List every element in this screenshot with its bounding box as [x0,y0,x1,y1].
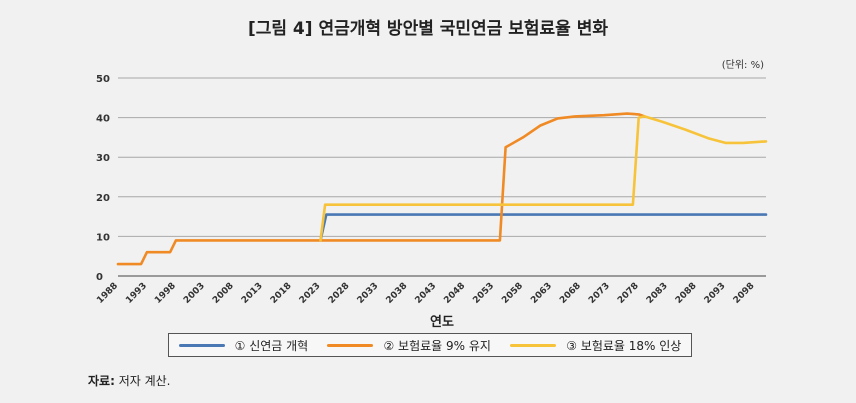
x-tick-label: 2048 [442,281,467,306]
x-tick-label: 1998 [153,281,178,306]
x-tick-label: 2088 [674,281,699,306]
x-tick-label: 2083 [645,281,670,306]
x-tick-label: 2043 [414,281,439,306]
grid-lines [118,77,766,277]
y-tick-labels: 0 10 20 30 40 50 [96,74,110,283]
legend-item-3: ③ 보험료율 18% 인상 [510,337,681,354]
legend-label: ② 보험료율 9% 유지 [383,338,491,353]
x-tick-label: 2068 [558,281,583,306]
source-text: 저자 계산. [114,374,171,388]
legend-swatch [178,343,225,347]
legend-label: ③ 보험료율 18% 인상 [566,338,682,353]
legend-item-2: ② 보험료율 9% 유지 [327,337,491,354]
series-lines [116,112,768,266]
series-line-3 [319,115,768,242]
x-tick-label: 1993 [124,281,149,306]
y-tick-label: 20 [96,193,110,204]
x-tick-label: 1988 [95,281,120,306]
x-tick-label: 2058 [500,281,525,306]
x-tick-label: 2003 [182,281,207,306]
y-tick-label: 40 [96,114,110,125]
legend-label: ① 신연금 개혁 [234,338,309,353]
y-tick-label: 10 [96,232,110,243]
x-tick-label: 2093 [703,281,728,306]
x-tick-label: 2018 [269,281,294,306]
y-tick-label: 30 [96,153,110,164]
x-tick-label: 2053 [471,281,496,306]
source-note: 자료: 저자 계산. [88,372,171,389]
legend-swatch [327,343,374,347]
x-tick-label: 2008 [211,281,236,306]
chart-title: [그림 4] 연금개혁 방안별 국민연금 보험료율 변화 [247,19,609,39]
legend-item-1: ① 신연금 개혁 [178,337,309,354]
x-tick-label: 2073 [587,281,612,306]
y-tick-label: 0 [96,272,103,283]
x-axis-title: 연도 [430,315,454,330]
x-tick-label: 2028 [327,281,352,306]
source-label: 자료: [88,374,115,388]
x-tick-label: 2063 [529,281,554,306]
x-tick-label: 2098 [732,281,757,306]
x-tick-labels: 1988 1993 1998 2003 2008 2013 2018 2023 2028 2033… [95,281,756,306]
series-line-2 [116,112,646,266]
x-tick-label: 2013 [240,281,265,306]
legend-swatch [510,343,557,347]
legend: ① 신연금 개혁 ② 보험료율 9% 유지 ③ 보험료율 18% 인상 [168,333,692,357]
x-tick-label: 2078 [616,281,641,306]
x-tick-label: 2023 [298,281,323,306]
unit-label: (단위: %) [721,60,764,71]
y-tick-label: 50 [96,74,110,85]
x-tick-label: 2033 [356,281,381,306]
x-tick-label: 2038 [385,281,410,306]
